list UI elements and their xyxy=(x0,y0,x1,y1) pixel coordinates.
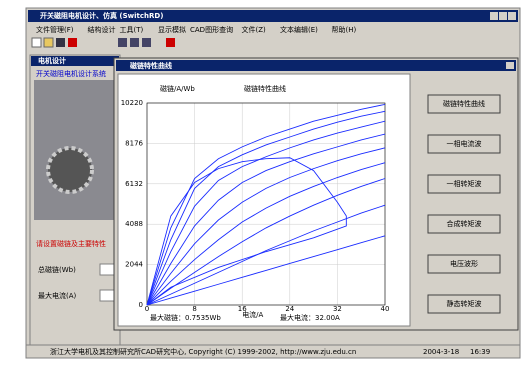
curve xyxy=(146,133,386,306)
y-tick-label: 10220 xyxy=(121,99,143,107)
menu-item[interactable]: 工具(T) xyxy=(120,26,144,34)
curve xyxy=(146,235,386,306)
gear-image xyxy=(46,146,94,194)
curve xyxy=(146,147,386,306)
plot-frame xyxy=(146,102,386,306)
x-tick-label: 32 xyxy=(333,305,342,313)
menu-bar: 文件管理(F) 结构设计 工具(T) 显示模拟 CAD图形查询 文件(Z) 文本编辑(E) 帮… xyxy=(36,25,356,34)
title-bar xyxy=(28,10,518,22)
curve xyxy=(146,162,386,306)
minimize-button[interactable] xyxy=(490,12,498,20)
curve xyxy=(146,204,386,306)
window-title: 开关磁阻电机设计、仿真 (SwitchRD) xyxy=(40,11,163,20)
chart-title: 磁链特性曲线 xyxy=(244,84,286,93)
x-tick-label: 16 xyxy=(238,305,247,313)
status-date: 2004-3-18 xyxy=(423,348,459,356)
info-text: 最大磁链：0.7535Wb xyxy=(150,313,221,322)
button-label[interactable]: 静态转矩波 xyxy=(447,299,482,308)
close-button[interactable] xyxy=(508,12,516,20)
tool-copy[interactable] xyxy=(130,38,139,47)
status-bar xyxy=(25,344,521,359)
y-tick-label: 8176 xyxy=(125,139,143,147)
x-axis-label: 电流/A xyxy=(242,310,263,319)
tool-cut[interactable] xyxy=(118,38,127,47)
tool-paste[interactable] xyxy=(142,38,151,47)
button-label[interactable]: 一相转矩波 xyxy=(447,179,482,188)
dialog-button[interactable] xyxy=(427,254,501,274)
dialog-button[interactable] xyxy=(427,214,501,234)
x-tick-label: 24 xyxy=(285,305,294,313)
status-time: 16:39 xyxy=(470,348,490,356)
curve xyxy=(146,103,386,306)
menu-item[interactable]: 显示模拟 xyxy=(158,25,186,34)
dialog-button[interactable] xyxy=(427,294,501,314)
menu-item[interactable]: 文本编辑(E) xyxy=(280,25,318,34)
panel-prompt: 请设置磁链及主要特性 xyxy=(36,239,106,248)
curve xyxy=(146,120,386,306)
panel-title: 电机设计 xyxy=(38,56,66,65)
button-label[interactable]: 电压波形 xyxy=(450,259,478,268)
curve xyxy=(146,178,386,306)
menu-item[interactable]: 结构设计 xyxy=(88,25,116,34)
curve xyxy=(146,157,347,306)
button-label[interactable]: 合成转矩波 xyxy=(447,219,482,228)
chart: 磁链特性曲线 磁链/A/Wb 电流/A 0 2044 4088 6132 8176 10220 0… xyxy=(121,84,390,319)
info-text: 最大电流：32.00A xyxy=(280,313,340,322)
button-label[interactable]: 磁链特性曲线 xyxy=(443,99,485,108)
y-axis-label: 磁链/A/Wb xyxy=(160,84,195,93)
panel-title-bar xyxy=(31,56,119,66)
tool-delete[interactable] xyxy=(68,38,77,47)
tool-stop[interactable] xyxy=(166,38,175,47)
x-tick-label: 40 xyxy=(381,305,390,313)
y-tick-label: 4088 xyxy=(125,220,143,228)
y-tick-label: 0 xyxy=(139,301,143,309)
panel-header: 开关磁阻电机设计系统 xyxy=(36,69,106,78)
field-label: 最大电流(A) xyxy=(38,291,77,300)
y-tick-label: 6132 xyxy=(125,180,143,188)
status-text: 浙江大学电机及其控制研究所CAD研究中心, Copyright (C) 1999… xyxy=(50,347,356,356)
tool-new[interactable] xyxy=(31,37,42,48)
menu-item[interactable]: 文件(Z) xyxy=(242,25,267,34)
x-tick-label: 0 xyxy=(145,305,149,313)
chart-area xyxy=(117,73,411,327)
tool-open[interactable] xyxy=(43,37,54,48)
toolbar xyxy=(31,37,175,48)
menu-item[interactable]: CAD图形查询 xyxy=(190,25,233,34)
dialog-title-bar xyxy=(116,60,516,71)
dialog-button[interactable] xyxy=(427,134,501,154)
dialog-button[interactable] xyxy=(427,94,501,114)
y-tick-label: 2044 xyxy=(125,261,143,269)
tool-save[interactable] xyxy=(56,38,65,47)
dialog-close[interactable] xyxy=(506,62,514,69)
field-label: 总磁链(Wb) xyxy=(38,265,76,274)
x-tick-label: 8 xyxy=(192,305,196,313)
button-label[interactable]: 一相电流波 xyxy=(447,139,482,148)
menu-item[interactable]: 文件管理(F) xyxy=(36,25,74,34)
maximize-button[interactable] xyxy=(499,12,507,20)
menu-item[interactable]: 帮助(H) xyxy=(332,25,357,34)
dialog-button[interactable] xyxy=(427,174,501,194)
dialog-title: 磁链特性曲线 xyxy=(130,61,172,70)
curve xyxy=(146,110,386,306)
